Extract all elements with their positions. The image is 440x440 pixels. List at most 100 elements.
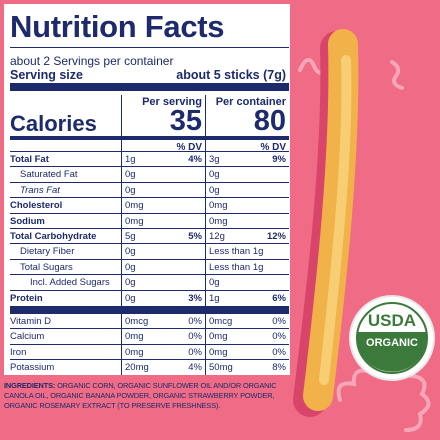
squiggle bbox=[390, 60, 404, 90]
nutrient-name: Vitamin D bbox=[10, 316, 52, 327]
container-cell: 12g 12% bbox=[205, 229, 289, 244]
serving-cell: 0mg 0% bbox=[121, 329, 205, 344]
serving-amount: 0g bbox=[125, 292, 136, 304]
container-cell: 0g bbox=[205, 167, 289, 182]
serving-cell: 0g 3% bbox=[121, 291, 205, 306]
container-dv: 0% bbox=[272, 346, 286, 358]
serving-amount: 0g bbox=[125, 277, 136, 289]
container-dv: 0% bbox=[272, 316, 286, 327]
container-dv: 12% bbox=[266, 230, 286, 242]
nutrient-name: Total Sugars bbox=[20, 261, 73, 273]
serving-cell: 0mg 0% bbox=[121, 345, 205, 360]
calories-serving: 35 bbox=[169, 105, 202, 137]
divider bbox=[10, 151, 289, 152]
serving-dv: 0% bbox=[188, 316, 202, 327]
serving-amount: 0g bbox=[125, 261, 136, 273]
serving-cell: 0g bbox=[121, 167, 205, 182]
container-amount: 50mg bbox=[209, 362, 233, 374]
medium-bar bbox=[10, 136, 289, 140]
ingredients-text: ORGANIC CORN, ORGANIC SUNFLOWER OIL AND/… bbox=[4, 381, 277, 410]
nutrient-name: Potassium bbox=[10, 362, 55, 374]
nutrient-name: Incl. Added Sugars bbox=[30, 277, 110, 289]
nutrient-row: Total Carbohydrate 5g 5% 12g 12% bbox=[10, 229, 289, 245]
nutrient-name: Cholesterol bbox=[10, 200, 63, 212]
stick-highlight bbox=[319, 55, 352, 385]
nutrient-row: Iron 0mg 0% 0mg 0% bbox=[10, 345, 289, 361]
container-dv: 9% bbox=[272, 154, 286, 165]
serving-size: about 5 sticks (7g) bbox=[176, 68, 286, 82]
container-cell: 50mg 8% bbox=[205, 360, 289, 375]
seal-band bbox=[358, 332, 426, 350]
dv-header: % DV bbox=[260, 142, 286, 153]
serving-cell: 0mg bbox=[121, 198, 205, 213]
serving-cell: 0g bbox=[121, 244, 205, 259]
container-amount: 1g bbox=[209, 292, 220, 304]
container-amount: 0mg bbox=[209, 346, 228, 358]
nutrient-name: Protein bbox=[10, 292, 43, 304]
serving-cell: 0g bbox=[121, 183, 205, 198]
serving-cell: 5g 5% bbox=[121, 229, 205, 244]
seal-band bbox=[358, 345, 426, 372]
nutrient-row: Incl. Added Sugars 0g 0g bbox=[10, 275, 289, 291]
container-amount: 3g bbox=[209, 154, 220, 165]
nutrient-row: Potassium 20mg 4% 50mg 8% bbox=[10, 360, 289, 375]
container-cell: 3g 9% bbox=[205, 152, 289, 167]
ingredients-label: INGREDIENTS: bbox=[4, 381, 56, 390]
servings: about 2 Servings per container bbox=[10, 54, 174, 68]
container-amount: 0g bbox=[209, 184, 220, 196]
serving-dv: 4% bbox=[188, 362, 202, 374]
nutrient-name: Calcium bbox=[10, 331, 45, 343]
nutrient-row: Cholesterol 0mg 0mg bbox=[10, 198, 289, 214]
container-dv: 8% bbox=[272, 362, 286, 374]
nutrient-row: Saturated Fat 0g 0g bbox=[10, 167, 289, 183]
nutrient-row: Calcium 0mg 0% 0mg 0% bbox=[10, 329, 289, 345]
serving-dv: 4% bbox=[188, 154, 202, 165]
serving-cell: 1g 4% bbox=[121, 152, 205, 167]
container-cell: 0mcg 0% bbox=[205, 314, 289, 329]
serving-amount: 0mg bbox=[125, 200, 144, 212]
nutrient-row: Trans Fat 0g 0g bbox=[10, 183, 289, 199]
container-dv: 6% bbox=[272, 292, 286, 304]
container-amount: 0mcg bbox=[209, 316, 233, 327]
nutrient-name: Iron bbox=[10, 346, 27, 358]
container-amount: 0mg bbox=[209, 215, 228, 227]
nutrient-name: Dietary Fiber bbox=[20, 246, 75, 258]
serving-cell: 0mcg 0% bbox=[121, 314, 205, 329]
vitamin-rows: Vitamin D 0mcg 0% 0mcg 0% Calcium 0mg 0% 0mg 0% Ir… bbox=[10, 314, 289, 376]
serving-amount: 20mg bbox=[125, 362, 149, 374]
nutrition-label: Nutrition Facts about 2 Servings per con… bbox=[4, 4, 290, 375]
nutrient-name: Saturated Fat bbox=[20, 169, 78, 181]
seal-top: USDA bbox=[368, 311, 416, 330]
nutrient-name: Total Carbohydrate bbox=[10, 230, 97, 242]
nutrient-row: Vitamin D 0mcg 0% 0mcg 0% bbox=[10, 314, 289, 330]
nutrient-name: Sodium bbox=[10, 215, 45, 227]
serving-cell: 0mg bbox=[121, 214, 205, 229]
container-amount: 12g bbox=[209, 230, 225, 242]
container-amount: Less than 1g bbox=[209, 246, 264, 258]
title: Nutrition Facts bbox=[10, 9, 225, 44]
serving-amount: 0g bbox=[125, 169, 136, 181]
container-cell: 1g 6% bbox=[205, 291, 289, 306]
thick-bar bbox=[10, 306, 289, 314]
container-amount: 0g bbox=[209, 277, 220, 289]
container-cell: 0mg bbox=[205, 198, 289, 213]
nutrient-row: Sodium 0mg 0mg bbox=[10, 214, 289, 229]
nutrient-row: Total Fat 1g 4% 3g 9% bbox=[10, 152, 289, 168]
serving-size-label: Serving size bbox=[10, 68, 83, 82]
nutrient-name: Total Fat bbox=[10, 154, 49, 165]
serving-amount: 1g bbox=[125, 154, 136, 165]
container-cell: 0g bbox=[205, 183, 289, 198]
column-header: Per container bbox=[215, 96, 286, 108]
container-cell: 0g bbox=[205, 275, 289, 290]
calories-label: Calories bbox=[10, 111, 97, 136]
dv-header: % DV bbox=[176, 142, 202, 153]
serving-cell: 20mg 4% bbox=[121, 360, 205, 375]
serving-amount: 5g bbox=[125, 230, 136, 242]
nutrient-rows: Total Fat 1g 4% 3g 9% Saturated Fat 0g 0g Trans … bbox=[10, 152, 289, 306]
ingredients: INGREDIENTS: ORGANIC CORN, ORGANIC SUNFL… bbox=[4, 381, 296, 411]
serving-dv: 3% bbox=[188, 292, 202, 304]
container-dv: 0% bbox=[272, 331, 286, 343]
column-divider bbox=[205, 95, 206, 375]
serving-cell: 0g bbox=[121, 275, 205, 290]
serving-dv: 0% bbox=[188, 346, 202, 358]
